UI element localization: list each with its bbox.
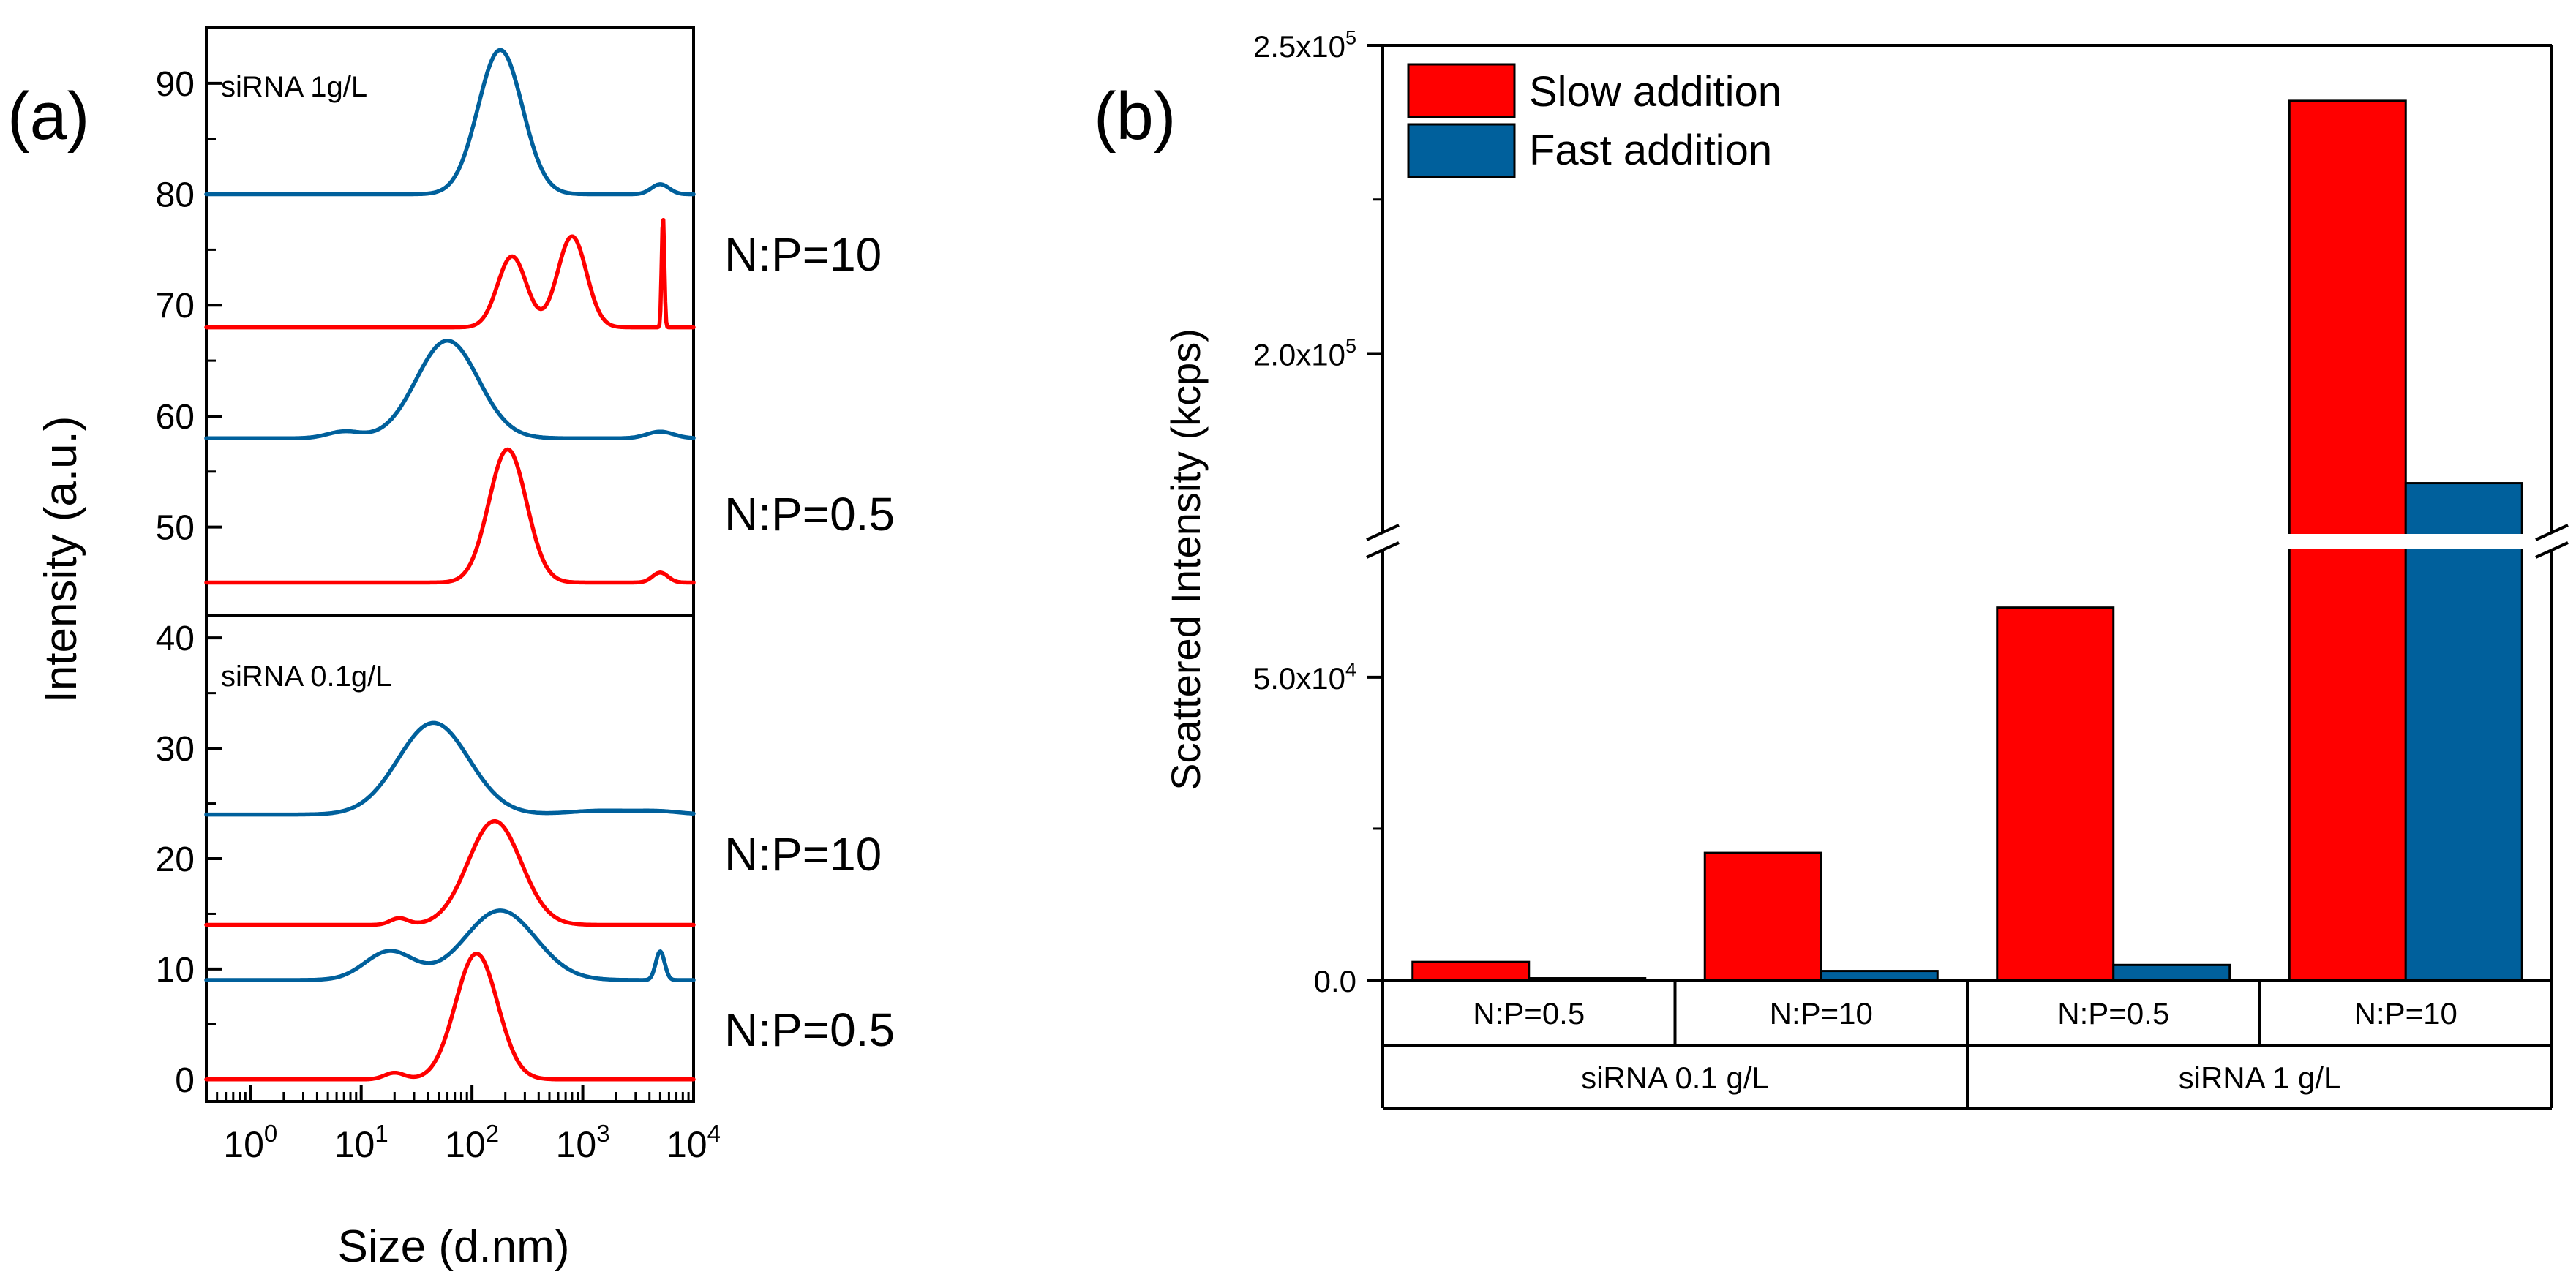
panel-a-xlabel: Size (d.nm) [338,1221,570,1272]
panel-b-ylabel: Scattered Intensity (kcps) [1163,328,1209,791]
panel-a-label: (a) [7,79,89,154]
b-ytick-label: 2.0x105 [1253,335,1356,372]
a-curve-bottom-2 [204,908,696,982]
annotation-top-np10: N:P=10 [724,228,882,281]
a-curve-top-0 [204,48,696,197]
b-category-label: N:P=0.5 [1473,996,1585,1031]
a-ytick-label: 90 [156,65,195,104]
a-curve-bottom-1 [204,818,696,927]
b-bar-slow-1 [1703,851,1822,982]
a-ytick-label: 60 [156,398,195,437]
a-ytick-label: 10 [156,951,195,990]
b-group-label: siRNA 0.1 g/L [1581,1061,1769,1095]
legend-label-slow: Slow addition [1529,68,1781,116]
a-ytick-label: 30 [156,730,195,769]
a-xtick-label: 101 [334,1120,388,1165]
a-ytick-label: 0 [175,1061,195,1100]
a-ytick-label: 50 [156,509,195,548]
a-xtick-label: 104 [666,1120,721,1165]
panel-a-ylabel: Intensity (a.u.) [36,416,86,704]
panel-a-bottom-note: siRNA 0.1g/L [221,660,391,693]
axis-break-band [1361,534,2574,549]
a-ytick-label: 20 [156,840,195,879]
b-ytick-label: 0.0 [1314,964,1356,998]
panel-b-bars [1361,99,2574,982]
a-curve-top-1 [204,217,696,330]
legend: Slow addition Fast addition [1407,63,1781,178]
a-ytick-label: 70 [156,287,195,325]
legend-swatch-slow [1407,63,1516,118]
b-ytick-label: 2.5x105 [1253,26,1356,64]
a-xtick-label: 102 [445,1120,499,1165]
a-curve-bottom-0 [204,720,696,817]
b-bar-fast-1 [1820,970,1939,982]
b-ytick-label: 5.0x104 [1253,658,1356,696]
b-group-label: siRNA 1 g/L [2179,1061,2341,1095]
a-curve-bottom-3 [204,952,696,1082]
b-bar-slow-2 [1996,606,2115,982]
annotation-bottom-np10: N:P=10 [724,828,882,881]
panel-b-label: (b) [1094,79,1176,154]
a-xtick-label: 103 [556,1120,610,1165]
b-bar-fast-0 [1528,977,1647,982]
panel-b-axes: 0.0 5.0x104 2.0x105 2.5x105 [1253,26,2553,998]
b-bar-fast-3 [2404,482,2523,982]
annotation-top-np05: N:P=0.5 [724,488,895,541]
a-curve-top-3 [204,447,696,585]
panel-a-curves [204,48,696,1082]
b-bar-slow-0 [1411,960,1531,982]
axis-break-mark [1366,524,1400,541]
a-ytick-label: 80 [156,176,195,215]
legend-label-fast: Fast addition [1529,127,1772,174]
panel-a-top-note: siRNA 1g/L [221,71,367,103]
axis-break-mark [1366,541,1400,559]
a-ytick-label: 40 [156,619,195,658]
legend-swatch-fast [1407,123,1516,178]
panel-a-ticks: 50 60 70 80 90 0 10 20 30 40 100 101 102 103 104 [156,65,721,1165]
a-curve-top-2 [204,339,696,441]
b-category-label: N:P=10 [2354,996,2457,1031]
annotation-bottom-np05: N:P=0.5 [724,1003,895,1056]
b-bar-fast-2 [2112,963,2231,982]
a-xtick-label: 100 [223,1120,277,1165]
b-category-label: N:P=0.5 [2057,996,2169,1031]
b-category-label: N:P=10 [1770,996,1873,1031]
panel-a-axes [205,26,695,1103]
axis-break-mark [2535,541,2569,559]
axis-break-mark [2535,524,2569,541]
